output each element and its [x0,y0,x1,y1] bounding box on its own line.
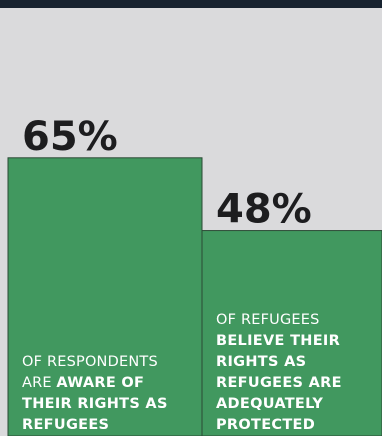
description-emphasis: AWARE OF THEIR RIGHTS AS REFUGEES [22,375,168,433]
top-band [0,0,382,8]
description-emphasis: BELIEVE THEIR RIGHTS AS REFUGEES ARE ADE… [216,333,342,433]
bar-description: OF REFUGEES BELIEVE THEIR RIGHTS AS REFU… [216,310,376,436]
bar [201,230,382,436]
bar-description: OF RESPONDENTS ARE AWARE OF THEIR RIGHTS… [22,352,172,436]
bar [7,157,203,436]
description-text: OF REFUGEES [216,312,320,328]
value-label: 48% [216,187,312,233]
value-label: 65% [22,114,118,160]
description-text: OF RESPONDENTS ARE [22,354,158,391]
